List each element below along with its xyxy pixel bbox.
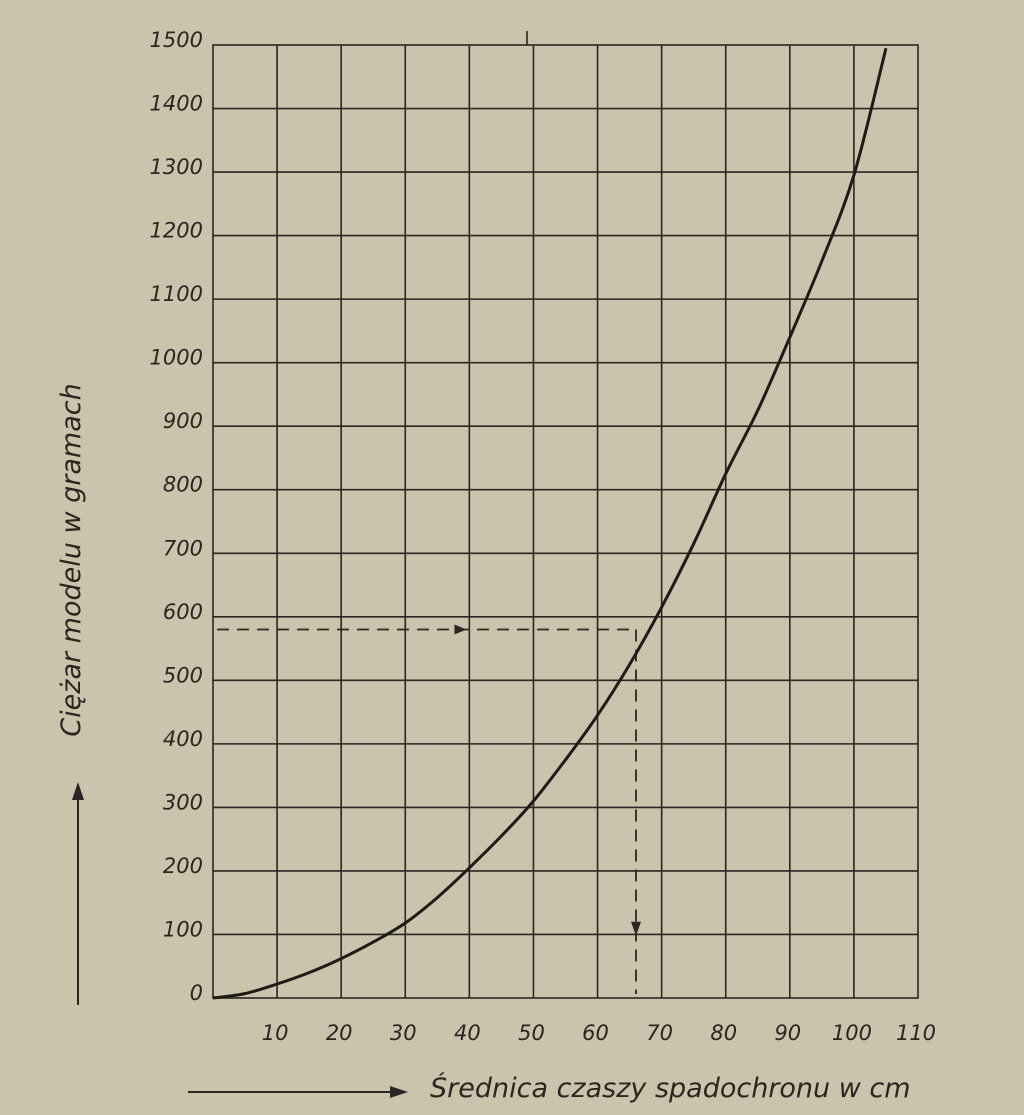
series [212,47,888,1000]
y-tick-label: 1000 [150,346,203,370]
y-axis-arrow [72,782,84,1005]
x-axis-label: Średnica czaszy spadochronu w cm [430,1072,911,1104]
y-tick-label: 200 [163,854,203,878]
y-axis-label: Ciężar modelu w gramach [56,383,87,736]
plot-frame [212,44,919,999]
y-tick-label: 600 [163,600,203,624]
guide-arrow-right [454,624,467,635]
y-tick-label: 1200 [150,219,203,243]
y-tick-label: 1100 [150,282,203,306]
y-tick-label: 400 [163,727,203,751]
x-tick-label: 10 [262,1021,289,1045]
y-tick-label: 1500 [150,28,203,52]
x-tick-label: 20 [326,1021,353,1045]
y-tick-label: 900 [163,409,203,433]
y-tick-label: 0 [190,981,203,1005]
y-tick-label: 700 [163,536,203,560]
y-tick-label: 800 [163,473,203,497]
x-tick-label: 50 [518,1021,545,1045]
x-tick-label: 110 [896,1021,936,1045]
x-axis-arrow [188,1086,408,1098]
x-tick-label: 80 [710,1021,737,1045]
guide-lines [217,624,641,994]
x-tick-label: 30 [390,1021,417,1045]
x-tick-label: 40 [454,1021,481,1045]
tick-labels: 10 20 30 40 50 60 70 80 90 100 1100100200300400500… [150,28,937,1045]
series-line-0 [212,47,888,1000]
y-tick-label: 100 [163,917,203,941]
x-tick-label: 60 [582,1021,609,1045]
x-tick-label: 70 [646,1021,673,1045]
y-axis-label-group: Ciężar modelu w gramach [56,383,87,736]
x-tick-label: 90 [774,1021,801,1045]
y-tick-label: 300 [163,790,203,814]
x-tick-label: 100 [832,1021,872,1045]
grid [212,31,919,999]
guide-arrow-down [631,921,641,936]
y-tick-label: 1400 [150,92,203,116]
y-tick-label: 500 [163,663,203,687]
y-tick-label: 1300 [150,155,203,179]
